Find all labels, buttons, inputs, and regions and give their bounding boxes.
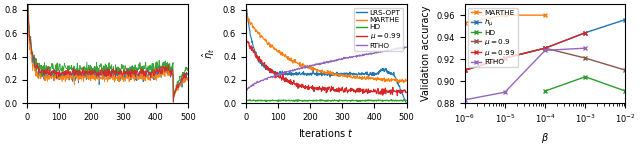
Legend: LRS-OPT, MARTHE, HD, $\mu = 0.99$, RTHO: LRS-OPT, MARTHE, HD, $\mu = 0.99$, RTHO <box>354 8 403 51</box>
$h_\mu$ <box>461 69 468 71</box>
$\mu = 0.99$ <box>581 32 589 34</box>
$\mu = 0.9$ <box>541 47 549 49</box>
RTHO <box>461 99 468 101</box>
$\mu = 0.9$ <box>501 57 509 59</box>
MARTHE <box>461 22 468 24</box>
$\mu = 0.99$ <box>501 57 509 59</box>
RTHO <box>541 49 549 51</box>
Line: $\mu = 0.9$: $\mu = 0.9$ <box>462 46 628 73</box>
Line: $h_\mu$: $h_\mu$ <box>462 17 628 73</box>
HD <box>621 90 629 92</box>
Line: HD: HD <box>543 74 628 93</box>
MARTHE <box>541 14 549 16</box>
$\mu = 0.9$ <box>621 69 629 71</box>
$h_\mu$ <box>581 32 589 34</box>
$h_\mu$ <box>621 19 629 20</box>
Line: RTHO: RTHO <box>462 46 588 102</box>
$h_\mu$ <box>541 47 549 49</box>
MARTHE <box>501 14 509 16</box>
$\mu = 0.99$ <box>461 69 468 71</box>
$\mu = 0.9$ <box>461 69 468 71</box>
Line: MARTHE: MARTHE <box>462 13 548 25</box>
$h_\mu$ <box>501 57 509 59</box>
RTHO <box>581 47 589 49</box>
HD <box>541 90 549 92</box>
X-axis label: Iterations $t$: Iterations $t$ <box>298 127 354 139</box>
Y-axis label: $\hat{\eta}_t$: $\hat{\eta}_t$ <box>201 48 218 59</box>
Legend: MARTHE, $h_\mu$, HD, $\mu = 0.9$, $\mu = 0.99$, RTHO: MARTHE, $h_\mu$, HD, $\mu = 0.9$, $\mu =… <box>468 8 518 67</box>
$\mu = 0.9$ <box>581 57 589 59</box>
X-axis label: $\beta$: $\beta$ <box>541 131 549 145</box>
$\mu = 0.99$ <box>541 47 549 49</box>
Y-axis label: Validation accuracy: Validation accuracy <box>421 6 431 101</box>
HD <box>581 76 589 78</box>
RTHO <box>501 91 509 93</box>
Line: $\mu = 0.99$: $\mu = 0.99$ <box>462 30 588 73</box>
